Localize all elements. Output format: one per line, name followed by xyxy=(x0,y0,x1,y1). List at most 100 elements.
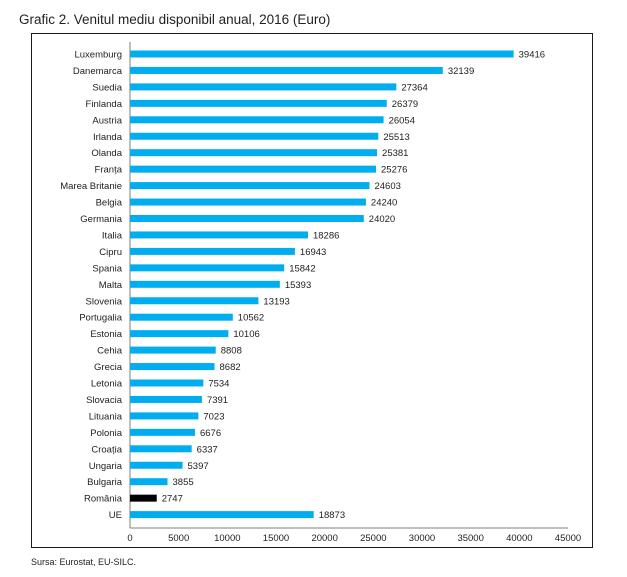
bar xyxy=(130,149,378,157)
data-label: 25381 xyxy=(382,148,408,159)
bar xyxy=(130,412,199,420)
category-label: Spania xyxy=(92,263,122,274)
bar xyxy=(130,379,204,387)
data-label: 25513 xyxy=(383,132,409,143)
category-label: Slovacia xyxy=(86,395,123,406)
x-tick-label: 25000 xyxy=(360,533,386,544)
data-label: 24240 xyxy=(371,198,397,209)
data-label: 32139 xyxy=(448,66,474,77)
category-label: Bulgaria xyxy=(87,477,123,488)
category-label: Franța xyxy=(95,165,123,176)
category-label: Germania xyxy=(80,214,122,225)
data-label: 18286 xyxy=(313,230,339,241)
bar xyxy=(130,66,443,74)
data-label: 15842 xyxy=(289,263,315,274)
category-label: Olanda xyxy=(91,148,122,159)
x-tick-label: 15000 xyxy=(263,533,289,544)
bar xyxy=(130,247,295,255)
bar xyxy=(130,182,370,190)
category-label: Luxemburg xyxy=(74,50,122,61)
data-label: 13193 xyxy=(263,296,289,307)
bar xyxy=(130,198,366,206)
bar xyxy=(130,395,202,403)
bar xyxy=(130,165,377,173)
data-label: 16943 xyxy=(300,247,326,258)
category-label: Italia xyxy=(102,230,123,241)
data-label: 24020 xyxy=(369,214,395,225)
data-label: 18873 xyxy=(319,510,345,521)
category-label: Malta xyxy=(99,280,123,291)
category-label: Belgia xyxy=(96,198,123,209)
data-label: 8808 xyxy=(221,346,242,357)
bar xyxy=(130,264,285,272)
data-label: 39416 xyxy=(519,50,545,61)
x-tick-label: 0 xyxy=(127,533,132,544)
category-label: Cipru xyxy=(99,247,122,258)
chart-title: Grafic 2. Venitul mediu disponibil anual… xyxy=(19,12,331,27)
x-tick-label: 30000 xyxy=(409,533,435,544)
chart-frame: 0 5000 10000 15000 20000 25000 30000 35000 40000… xyxy=(31,33,593,548)
category-label: Slovenia xyxy=(86,296,123,307)
x-tick-label: 10000 xyxy=(214,533,240,544)
category-label: Croația xyxy=(91,444,122,455)
x-tick-label: 20000 xyxy=(311,533,337,544)
bar xyxy=(130,231,308,239)
x-tick-label: 45000 xyxy=(555,533,581,544)
bar xyxy=(130,132,379,140)
data-label: 25276 xyxy=(381,165,407,176)
category-label: Polonia xyxy=(90,428,122,439)
bar xyxy=(130,494,157,502)
bar xyxy=(130,280,280,288)
data-label: 7023 xyxy=(203,411,224,422)
data-label: 6337 xyxy=(197,444,218,455)
bar-chart: 0 5000 10000 15000 20000 25000 30000 35000 40000… xyxy=(60,42,581,544)
bar xyxy=(130,116,384,124)
category-label: Estonia xyxy=(90,329,122,340)
data-label: 8682 xyxy=(220,362,241,373)
data-label: 27364 xyxy=(401,82,427,93)
data-label: 3855 xyxy=(173,477,194,488)
data-label: 26054 xyxy=(389,115,415,126)
bar xyxy=(130,50,514,58)
category-label: România xyxy=(84,494,123,505)
bar xyxy=(130,215,364,222)
bar xyxy=(130,330,229,338)
bar xyxy=(130,461,183,469)
bar xyxy=(130,428,195,436)
data-label: 7534 xyxy=(208,379,229,390)
category-label: Lituania xyxy=(89,411,123,422)
x-tick-label: 5000 xyxy=(168,533,189,544)
data-label: 24603 xyxy=(374,181,400,192)
category-label: UE xyxy=(109,510,122,521)
data-label: 10106 xyxy=(233,329,259,340)
data-label: 2747 xyxy=(162,494,183,505)
bar xyxy=(130,445,192,453)
data-label: 15393 xyxy=(285,280,311,291)
bar xyxy=(130,511,314,519)
category-label: Danemarca xyxy=(73,66,123,77)
category-label: Grecia xyxy=(94,362,123,373)
data-label: 5397 xyxy=(188,461,209,472)
category-label: Austria xyxy=(92,115,122,126)
category-label: Marea Britanie xyxy=(60,181,122,192)
bar xyxy=(130,478,168,486)
bar xyxy=(130,83,397,91)
bar xyxy=(130,346,216,354)
data-label: 26379 xyxy=(392,99,418,110)
bar xyxy=(130,297,259,305)
category-label: Irlanda xyxy=(93,132,123,143)
category-label: Portugalia xyxy=(79,313,122,324)
bar xyxy=(130,313,233,321)
data-label: 7391 xyxy=(207,395,228,406)
category-label: Suedia xyxy=(92,82,122,93)
category-label: Letonia xyxy=(91,379,123,390)
data-label: 10562 xyxy=(238,313,264,324)
category-label: Finlanda xyxy=(86,99,123,110)
category-label: Ungaria xyxy=(89,461,123,472)
data-label: 6676 xyxy=(200,428,221,439)
x-tick-label: 35000 xyxy=(457,533,483,544)
x-tick-label: 40000 xyxy=(506,533,532,544)
bar xyxy=(130,363,215,371)
source-note: Sursa: Eurostat, EU-SILC. xyxy=(31,557,137,567)
bar xyxy=(130,99,387,107)
